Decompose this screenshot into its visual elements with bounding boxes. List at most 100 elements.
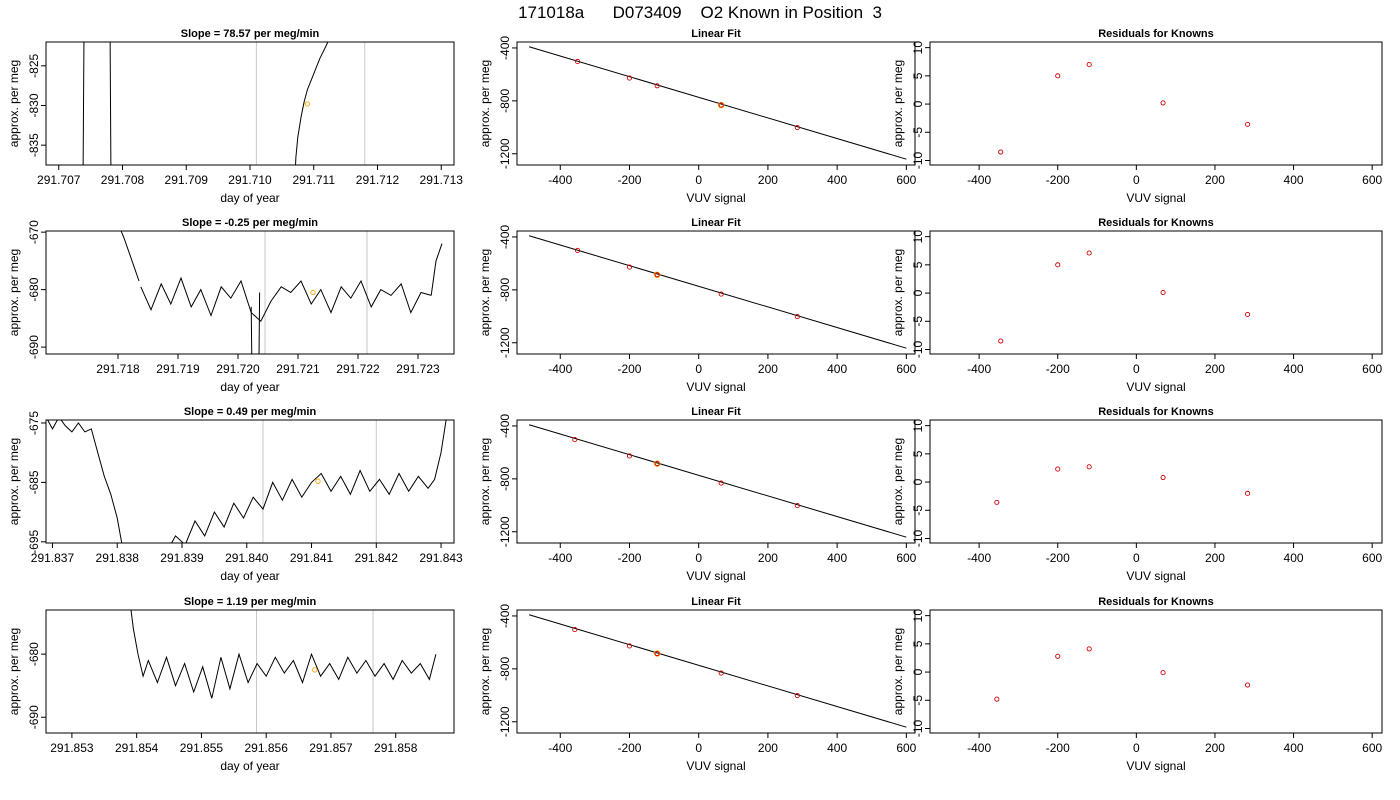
- y-tick-label: -5: [911, 505, 925, 516]
- x-tick-label: 291.857: [309, 741, 353, 755]
- known-data-point: [794, 125, 800, 131]
- known-data-point: [575, 247, 581, 253]
- plot-area: [994, 646, 1251, 702]
- x-tick-label: 400: [1284, 362, 1304, 376]
- known-data-point: [1160, 475, 1166, 481]
- y-axis-label: approx. per meg: [7, 60, 21, 147]
- x-tick-label: 291.722: [336, 362, 380, 376]
- known-data-point: [1245, 311, 1251, 318]
- x-tick-label: 600: [896, 173, 916, 187]
- y-axis-label: approx. per meg: [478, 249, 492, 336]
- x-tick-label: 291.711: [293, 173, 336, 187]
- current-sample-point: [310, 289, 316, 296]
- y-tick-label: -830: [27, 93, 41, 117]
- known-data-point: [1086, 250, 1092, 256]
- x-tick-label: 200: [758, 173, 778, 187]
- panel-3-2: Linear Fit -400 -200 0 200 400 600 -400 -800 -120…: [478, 406, 917, 583]
- panel-2-1: Slope = -0.25 per meg/min 291.718 291.719 2…: [7, 217, 455, 394]
- x-axis-label: VUV signal: [1126, 569, 1185, 583]
- x-tick-label: 291.723: [396, 362, 440, 376]
- chart-title: Slope = 0.49 per meg/min: [184, 406, 317, 418]
- panel-2-3: Residuals for Knowns -400 -200 0 200 400 600 10…: [891, 217, 1383, 394]
- x-tick-label: 600: [896, 362, 916, 376]
- plot-area: [120, 231, 443, 354]
- x-tick-label: 200: [1205, 173, 1225, 187]
- x-tick-label: -200: [1046, 741, 1070, 755]
- y-tick-label: -5: [911, 127, 925, 138]
- known-data-point: [998, 338, 1004, 344]
- x-tick-label: 600: [896, 551, 916, 565]
- data-trace-line: [120, 231, 140, 282]
- x-axis-label: VUV signal: [686, 759, 745, 773]
- plot-frame: [929, 41, 1383, 166]
- known-data-point: [1055, 466, 1061, 472]
- data-trace-line: [140, 276, 432, 323]
- y-tick-label: 5: [911, 72, 925, 79]
- x-tick-label: 0: [1133, 551, 1140, 565]
- known-data-point: [794, 693, 800, 699]
- y-axis-label: approx. per meg: [478, 60, 492, 147]
- y-axis-label: approx. per meg: [891, 60, 905, 147]
- x-tick-label: -200: [617, 741, 641, 755]
- x-tick-label: -400: [967, 173, 991, 187]
- known-data-point: [572, 627, 578, 633]
- x-tick-label: 600: [1362, 173, 1382, 187]
- y-tick-label: -825: [27, 53, 41, 77]
- y-tick-label: 10: [911, 609, 925, 623]
- x-tick-label: 291.721: [276, 362, 320, 376]
- data-trace-line: [171, 420, 447, 543]
- plot-area: [528, 46, 907, 160]
- y-axis-label: approx. per meg: [478, 438, 492, 525]
- data-trace-line: [250, 306, 253, 354]
- current-sample-point: [315, 478, 321, 484]
- chart-title: Residuals for Knowns: [1098, 406, 1214, 418]
- panel-1-1: Slope = 78.57 per meg/min 291.707 291.708 2…: [7, 28, 464, 205]
- known-data-point: [626, 643, 633, 649]
- plot-frame: [516, 41, 916, 166]
- known-data-point: [718, 670, 724, 676]
- chart-title: Linear Fit: [691, 596, 741, 608]
- plot-area: [82, 42, 366, 165]
- y-tick-label: -1200: [498, 706, 512, 737]
- x-tick-label: -400: [967, 551, 991, 565]
- plot-area: [994, 464, 1251, 505]
- y-tick-label: 5: [911, 640, 925, 647]
- plot-area: [130, 610, 437, 733]
- plot-area: [528, 614, 907, 728]
- x-tick-label: 291.713: [420, 173, 464, 187]
- x-tick-label: -200: [617, 551, 641, 565]
- x-tick-label: 291.842: [355, 551, 399, 565]
- page-title: 171018a D073409 O2 Known in Position 3: [518, 3, 882, 22]
- chart-title: Slope = -0.25 per meg/min: [182, 217, 318, 229]
- known-data-point: [626, 453, 633, 459]
- x-tick-label: 291.708: [101, 173, 145, 187]
- x-tick-label: 291.839: [160, 551, 204, 565]
- y-tick-label: -800: [498, 278, 512, 302]
- y-tick-label: 5: [911, 261, 925, 268]
- panel-4-2: Linear Fit -400 -200 0 200 400 600 -400 -800 -120…: [478, 596, 917, 773]
- x-tick-label: 600: [896, 741, 916, 755]
- y-tick-label: -800: [498, 467, 512, 491]
- y-tick-label: 10: [911, 230, 925, 244]
- data-trace-line: [109, 42, 112, 165]
- y-axis-label: approx. per meg: [891, 438, 905, 525]
- known-data-point: [1160, 289, 1166, 296]
- known-data-point: [794, 314, 800, 320]
- x-axis-label: VUV signal: [1126, 191, 1185, 205]
- x-tick-label: 291.712: [356, 173, 400, 187]
- y-tick-label: -1200: [498, 138, 512, 169]
- x-axis-label: day of year: [220, 759, 279, 773]
- y-tick-label: -400: [498, 414, 512, 438]
- plot-frame: [45, 230, 455, 355]
- y-tick-label: -690: [27, 705, 41, 729]
- data-trace-line: [295, 42, 329, 165]
- x-tick-label: 200: [758, 741, 778, 755]
- panel-2-2: Linear Fit -400 -200 0 200 400 600 -400 -800 -120…: [478, 217, 917, 394]
- y-tick-label: -800: [498, 89, 512, 113]
- chart-title: Residuals for Knowns: [1098, 217, 1214, 229]
- current-sample-point: [312, 667, 318, 673]
- known-data-point: [1086, 464, 1092, 470]
- current-sample-point: [304, 101, 311, 107]
- y-axis-label: approx. per meg: [7, 628, 21, 715]
